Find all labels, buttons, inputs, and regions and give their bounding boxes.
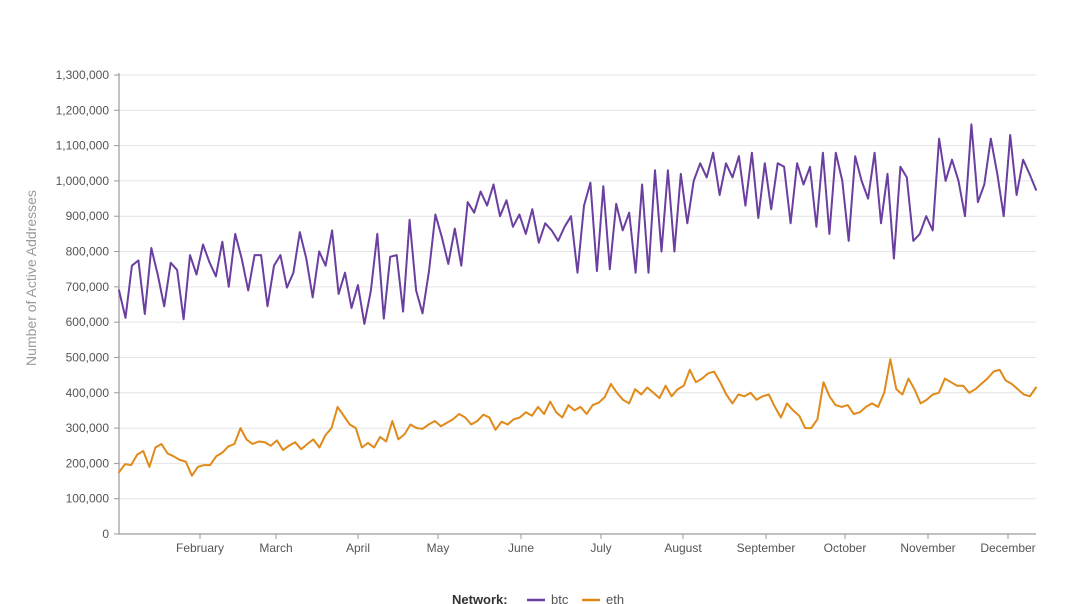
y-tick-label: 1,300,000 — [56, 68, 110, 82]
legend-label-eth: eth — [606, 592, 624, 604]
x-tick-label: October — [824, 541, 867, 555]
y-tick-label: 700,000 — [66, 280, 110, 294]
grid-layer — [119, 74, 1036, 500]
x-tick-label: June — [508, 541, 534, 555]
x-tick-label: August — [664, 541, 702, 555]
y-tick-label: 1,000,000 — [56, 174, 110, 188]
legend: Network: btc eth — [452, 592, 624, 604]
x-tick-label: May — [427, 541, 450, 555]
series-line-btc — [118, 123, 1037, 325]
y-tick-label: 1,100,000 — [56, 139, 110, 153]
y-tick-label: 200,000 — [66, 456, 110, 470]
series-layer — [118, 123, 1037, 477]
y-axis-label: Number of Active Addresses — [23, 190, 39, 366]
y-tick-label: 600,000 — [66, 315, 110, 329]
y-tick-label: 900,000 — [66, 209, 110, 223]
x-tick-label: March — [259, 541, 292, 555]
x-tick-label: November — [900, 541, 955, 555]
y-tick-label: 400,000 — [66, 386, 110, 400]
series-line-eth — [118, 358, 1037, 477]
legend-title: Network: — [452, 592, 508, 604]
y-tick-label: 300,000 — [66, 421, 110, 435]
x-tick-label: September — [737, 541, 796, 555]
y-tick-label: 800,000 — [66, 245, 110, 259]
y-tick-label: 0 — [102, 527, 109, 541]
y-tick-label: 100,000 — [66, 492, 110, 506]
y-tick-label: 500,000 — [66, 350, 110, 364]
axis-layer: 0 100,000 200,000 300,000 400,000 500,000 600,… — [56, 68, 1036, 555]
x-tick-label: April — [346, 541, 370, 555]
legend-label-btc: btc — [551, 592, 569, 604]
x-tick-label: December — [980, 541, 1035, 555]
y-tick-label: 1,200,000 — [56, 103, 110, 117]
x-tick-label: February — [176, 541, 224, 555]
x-tick-label: July — [590, 541, 611, 555]
